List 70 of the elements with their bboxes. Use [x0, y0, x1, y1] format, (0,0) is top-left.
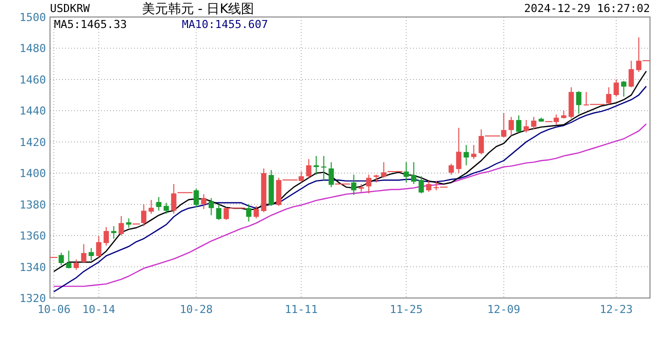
candlestick — [516, 114, 522, 134]
line-series — [53, 123, 647, 287]
candlestick — [81, 244, 86, 264]
candlestick — [366, 174, 372, 194]
line-series — [53, 70, 647, 272]
candlestick — [508, 116, 514, 136]
candlestick — [464, 144, 469, 166]
x-tick-label: 12-23 — [600, 303, 633, 316]
candlestick — [156, 196, 162, 212]
candlestick — [328, 162, 334, 188]
y-tick-label: 1320 — [20, 292, 46, 305]
chart-subtitle: USDKRW — [50, 2, 90, 15]
candlestick — [74, 258, 79, 270]
candlestick — [126, 218, 132, 228]
chart-title: 美元韩元 - 日K线图 — [142, 1, 254, 17]
y-tick-label: 1500 — [20, 11, 46, 24]
candlestick — [66, 250, 72, 269]
y-tick-label: 1440 — [20, 104, 46, 118]
line-series — [53, 86, 647, 292]
candlestick — [171, 184, 176, 214]
candlestick — [381, 162, 386, 178]
candlestick — [471, 144, 476, 160]
candlestick — [111, 226, 116, 240]
candlestick — [306, 158, 312, 178]
x-tick-label: 10-28 — [180, 303, 213, 316]
x-tick-label: 10-14 — [82, 303, 116, 316]
candlestick — [216, 204, 222, 220]
y-tick-label: 1340 — [20, 260, 46, 274]
candlestick — [621, 80, 626, 98]
candlestick — [448, 163, 454, 176]
candlestick — [58, 252, 64, 266]
candlestick — [254, 205, 259, 219]
candlestick — [96, 236, 102, 258]
candlestick — [418, 176, 424, 194]
candlestick — [411, 162, 416, 185]
candlestick — [148, 199, 154, 214]
candlestick — [606, 86, 612, 105]
candlestick — [246, 204, 252, 222]
candlestick — [88, 248, 94, 262]
y-tick-label: 1480 — [20, 42, 46, 56]
candlestick — [404, 162, 409, 183]
candlestick — [531, 116, 536, 130]
candlestick — [194, 188, 199, 208]
candlestick — [628, 60, 634, 88]
text: 2024-12-29 16:27:02 — [524, 2, 650, 15]
candlestick — [524, 120, 529, 134]
y-tick-label: 1460 — [20, 73, 46, 86]
candlestick — [614, 78, 619, 98]
candlestick — [208, 198, 214, 216]
y-tick-label: 1380 — [20, 198, 46, 212]
candlestick — [164, 202, 169, 214]
x-tick-label: 10-06 — [37, 303, 71, 316]
y-tick-label: 1420 — [20, 136, 46, 149]
candlestick — [426, 180, 432, 192]
x-tick-label: 11-11 — [284, 303, 318, 316]
y-tick-label: 1400 — [20, 167, 46, 180]
candlestick — [321, 155, 326, 182]
x-tick-label: 12-09 — [487, 303, 520, 316]
text: MA10:1455.607 — [182, 18, 268, 31]
candlestick — [118, 216, 124, 236]
candlestick — [104, 226, 109, 246]
text: MA5:1465.33 — [54, 18, 127, 31]
candlestick — [201, 194, 206, 210]
candlestick — [141, 204, 146, 227]
x-tick-label: 11-25 — [390, 303, 423, 316]
candlestick — [314, 155, 319, 176]
y-tick-label: 1360 — [20, 230, 46, 243]
candlestick — [576, 90, 582, 114]
candlestick — [456, 127, 462, 174]
candlestick — [351, 174, 356, 196]
